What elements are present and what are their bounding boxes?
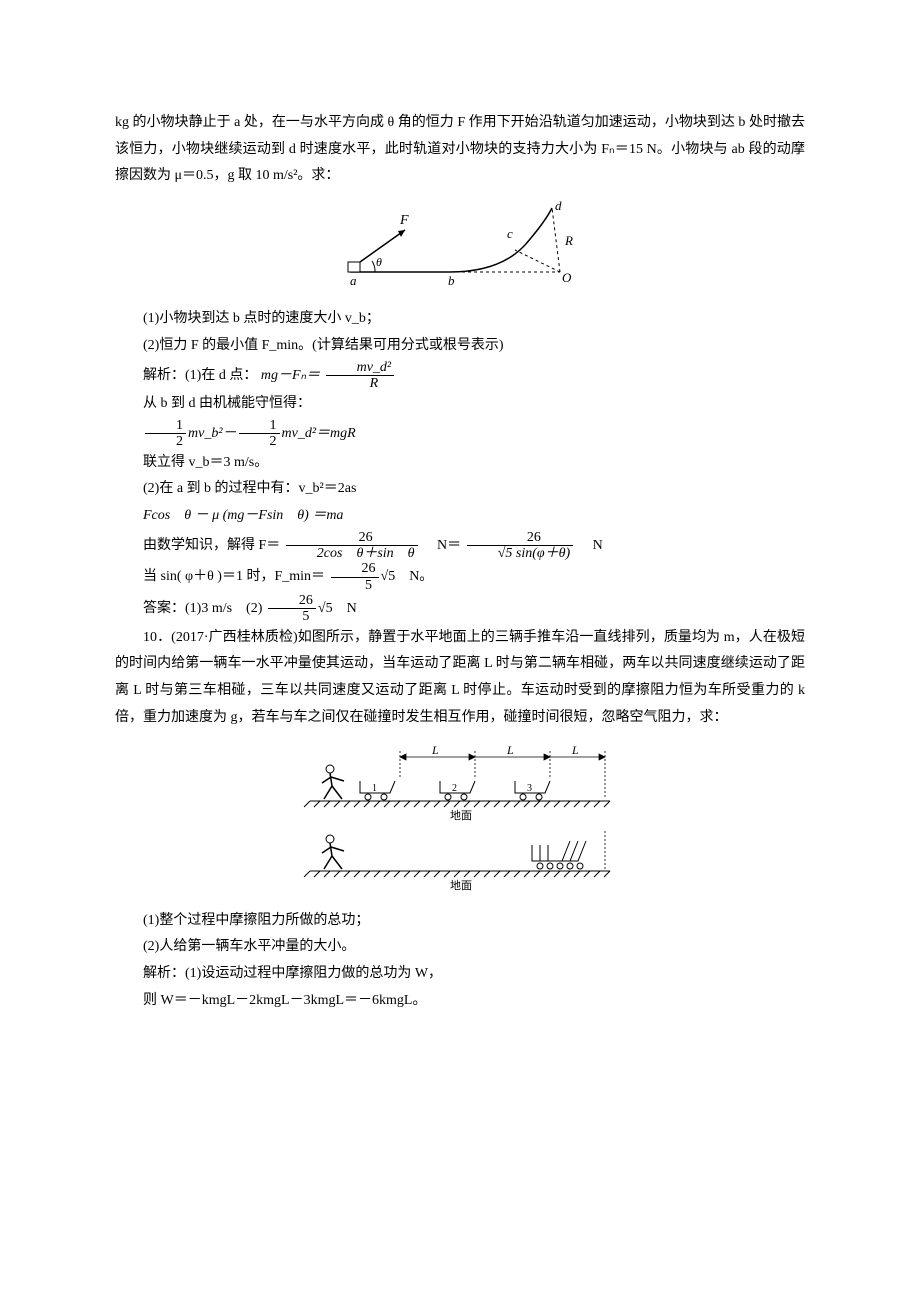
svg-text:O: O <box>562 270 572 285</box>
fraction: 26 √5 sin(φ＋θ) <box>467 530 573 562</box>
svg-text:F: F <box>399 213 409 228</box>
solution-step-8: 当 sin( φ＋θ )＝1 时，F_min＝ 26 5 √5 N。 <box>115 561 805 593</box>
solution-10-1a: 解析：(1)设运动过程中摩擦阻力做的总功为 W， <box>115 961 805 988</box>
solution-10-1b: 则 W＝－kmgL－2kmgL－3kmgL＝－6kmgL。 <box>115 988 805 1015</box>
svg-text:3: 3 <box>527 783 532 794</box>
fraction: 26 2cos θ＋sin θ <box>286 530 418 562</box>
figure-carts: 1 2 3 L L L 地面 <box>115 741 805 902</box>
carts-diagram: 1 2 3 L L L 地面 <box>300 741 620 891</box>
paragraph-intro: kg 的小物块静止于 a 处，在一与水平方向成 θ 角的恒力 F 作用下开始沿轨… <box>115 110 805 190</box>
document-page: kg 的小物块静止于 a 处，在一与水平方向成 θ 角的恒力 F 作用下开始沿轨… <box>0 0 920 1302</box>
svg-text:a: a <box>350 273 357 288</box>
fraction: 1 2 <box>145 418 186 450</box>
figure-track: F θ a b c d O R <box>115 200 805 301</box>
solution-step-6: Fcos θ － μ (mg－Fsin θ) ＝ma <box>115 503 805 530</box>
question-1: (1)小物块到达 b 点时的速度大小 v_b； <box>115 306 805 333</box>
svg-text:地面: 地面 <box>450 809 472 822</box>
problem-10: 10．(2017·广西桂林质检)如图所示，静置于水平地面上的三辆手推车沿一直线排… <box>115 625 805 731</box>
question-10-2: (2)人给第一辆车水平冲量的大小。 <box>115 934 805 961</box>
svg-text:L: L <box>506 743 514 757</box>
svg-text:d: d <box>555 200 562 213</box>
solution-step-4: 联立得 v_b＝3 m/s。 <box>115 450 805 477</box>
text: kg 的小物块静止于 a 处，在一与水平方向成 θ 角的恒力 F 作用下开始沿轨… <box>115 115 805 183</box>
fraction: 26 5 <box>331 561 379 593</box>
solution-step-1: 解析：(1)在 d 点： mg－Fₙ＝ mv_d² R <box>115 360 805 392</box>
fraction: 26 5 <box>268 593 316 625</box>
solution-step-2: 从 b 到 d 由机械能守恒得： <box>115 391 805 418</box>
fraction: mv_d² R <box>326 360 395 392</box>
svg-text:2: 2 <box>452 783 457 794</box>
answer-line: 答案：(1)3 m/s (2) 26 5 √5 N <box>115 593 805 625</box>
svg-text:θ: θ <box>376 255 382 269</box>
svg-text:地面: 地面 <box>450 879 472 891</box>
solution-step-3: 1 2 mv_b²－ 1 2 mv_d²＝mgR <box>115 418 805 450</box>
solution-step-7: 由数学知识，解得 F＝ 26 2cos θ＋sin θ N＝ 26 √5 sin… <box>115 530 805 562</box>
svg-text:1: 1 <box>372 783 377 794</box>
svg-text:c: c <box>507 226 513 241</box>
track-diagram: F θ a b c d O R <box>330 200 590 290</box>
fraction: 1 2 <box>239 418 280 450</box>
svg-text:b: b <box>448 273 455 288</box>
solution-step-5: (2)在 a 到 b 的过程中有：v_b²＝2as <box>115 476 805 503</box>
question-10-1: (1)整个过程中摩擦阻力所做的总功； <box>115 908 805 935</box>
svg-text:L: L <box>431 743 439 757</box>
svg-text:R: R <box>564 233 573 248</box>
svg-text:L: L <box>571 743 579 757</box>
question-2: (2)恒力 F 的最小值 F_min。(计算结果可用分式或根号表示) <box>115 333 805 360</box>
